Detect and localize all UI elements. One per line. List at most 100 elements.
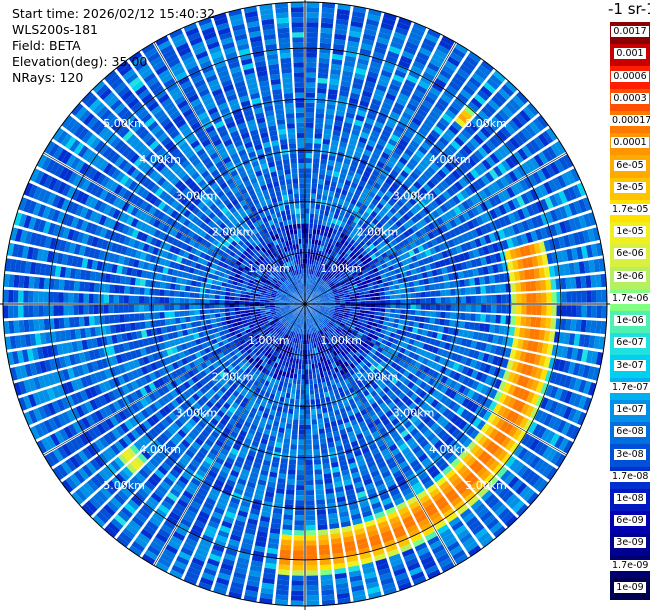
range-gate-cell <box>514 350 522 361</box>
range-gate-cell <box>308 313 311 319</box>
range-gate-cell <box>358 315 364 320</box>
range-gate-cell <box>382 182 391 190</box>
range-gate-cell <box>360 298 366 301</box>
range-gate-cell <box>399 367 406 375</box>
range-gate-cell <box>380 69 393 78</box>
range-gate-cell <box>525 281 532 292</box>
range-gate-cell <box>324 179 331 186</box>
range-gate-cell <box>348 35 361 43</box>
range-gate-cell <box>430 297 436 304</box>
range-gate-cell <box>311 178 318 184</box>
range-gate-cell <box>387 336 395 343</box>
range-gate-cell <box>328 293 334 297</box>
range-gate-cell <box>418 322 425 329</box>
range-gate-cell <box>396 22 411 31</box>
range-gate-cell <box>314 297 319 300</box>
range-gate-cell <box>324 297 330 300</box>
range-gate-cell <box>507 476 520 489</box>
range-gate-cell <box>312 286 316 292</box>
range-gate-cell <box>308 333 311 339</box>
range-gate-cell <box>444 536 458 548</box>
range-gate-cell <box>353 329 359 334</box>
range-gate-cell <box>457 364 465 373</box>
range-gate-cell <box>533 441 545 454</box>
range-gate-cell <box>394 364 402 372</box>
range-gate-cell <box>379 402 387 410</box>
range-gate-cell <box>337 316 343 321</box>
range-gate-cell <box>344 378 350 385</box>
range-gate-cell <box>330 327 335 333</box>
range-gate-cell <box>565 170 576 184</box>
range-gate-cell <box>416 435 426 445</box>
range-gate-cell <box>427 377 436 386</box>
range-gate-cell <box>501 84 514 97</box>
range-gate-cell <box>387 511 399 520</box>
range-gate-cell <box>499 176 510 188</box>
range-gate-cell <box>395 228 403 236</box>
range-gate-cell <box>439 117 450 128</box>
range-gate-cell <box>366 112 377 121</box>
range-gate-cell <box>320 27 333 34</box>
range-gate-cell <box>302 344 305 350</box>
range-gate-cell <box>454 72 467 84</box>
range-gate-cell <box>429 190 438 199</box>
range-gate-cell <box>298 429 305 435</box>
range-gate-cell <box>595 274 602 288</box>
range-gate-cell <box>410 293 416 298</box>
range-gate-cell <box>394 289 401 295</box>
range-gate-cell <box>391 194 399 203</box>
range-gate-cell <box>376 337 383 343</box>
range-gate-cell <box>327 353 333 360</box>
range-gate-cell <box>390 239 398 246</box>
range-gate-cell <box>349 25 363 33</box>
range-gate-cell <box>305 132 314 139</box>
range-gate-cell <box>280 417 287 424</box>
range-gate-cell <box>431 53 445 64</box>
range-gate-cell <box>306 278 308 284</box>
range-gate-cell <box>505 455 516 468</box>
range-gate-cell <box>375 244 383 251</box>
range-gate-cell <box>323 263 328 269</box>
range-gate-cell <box>378 173 387 182</box>
range-gate-cell <box>326 380 332 387</box>
range-gate-cell <box>305 283 307 289</box>
range-gate-cell <box>337 386 344 394</box>
range-gate-cell <box>392 525 405 534</box>
range-gate-cell <box>321 315 326 319</box>
range-gate-cell <box>357 219 364 227</box>
range-gate-cell <box>441 561 455 573</box>
range-gate-cell <box>311 183 318 189</box>
range-gate-cell <box>306 2 320 8</box>
range-gate-cell <box>345 50 358 58</box>
range-gate-cell <box>563 332 571 345</box>
range-gate-cell <box>330 233 336 240</box>
range-gate-cell <box>309 305 315 309</box>
range-gate-cell <box>341 131 350 139</box>
range-gate-cell <box>405 357 413 364</box>
range-gate-cell <box>382 245 390 252</box>
range-gate-cell <box>357 271 364 277</box>
range-gate-cell <box>390 520 403 530</box>
range-gate-cell <box>306 560 318 566</box>
range-gate-cell <box>355 334 362 340</box>
range-gate-cell <box>319 300 325 303</box>
range-gate-cell <box>317 271 321 277</box>
range-gate-cell <box>349 309 355 312</box>
range-gate-cell <box>430 468 441 479</box>
range-gate-cell <box>363 149 372 157</box>
range-gate-cell <box>398 460 409 470</box>
range-gate-cell <box>421 272 428 279</box>
range-gate-cell <box>376 364 383 371</box>
range-gate-cell <box>396 438 405 448</box>
range-gate-cell <box>313 218 318 225</box>
range-gate-cell <box>345 281 351 286</box>
range-gate-cell <box>433 472 444 483</box>
range-gate-cell <box>375 300 381 304</box>
range-gate-cell <box>542 446 553 460</box>
range-gate-cell <box>457 113 470 124</box>
range-gate-cell <box>309 379 313 385</box>
range-gate-cell <box>531 341 539 353</box>
range-gate-cell <box>358 339 364 346</box>
range-gate-cell <box>306 535 317 541</box>
range-gate-cell <box>410 184 419 194</box>
